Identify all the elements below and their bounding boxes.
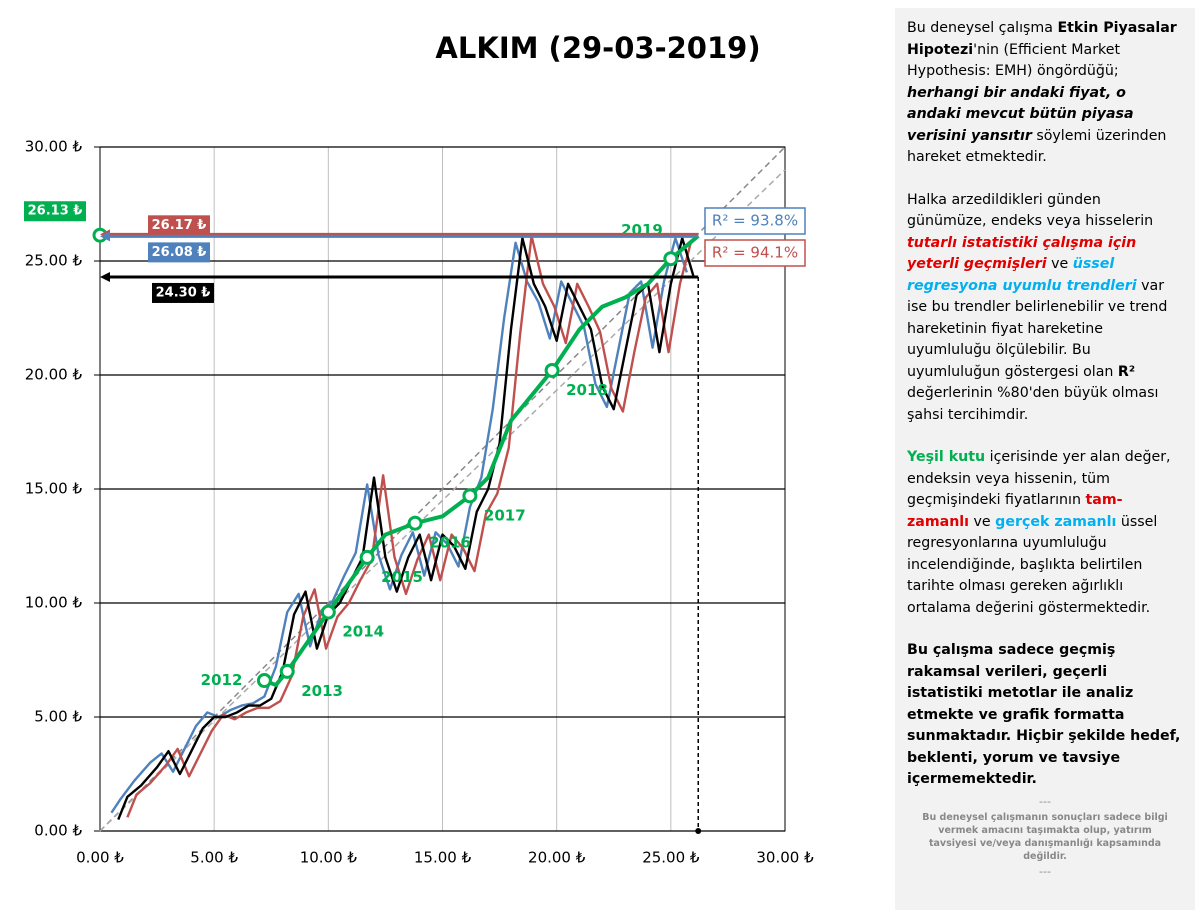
year-marker bbox=[663, 251, 679, 267]
text-run: 'nin (Efficient Market Hypothesis: EMH) … bbox=[907, 41, 1121, 80]
year-marker bbox=[256, 673, 272, 689]
x-tick-label: 10.00 ₺ bbox=[300, 849, 358, 867]
series-line bbox=[126, 234, 693, 818]
year-marker bbox=[359, 549, 375, 565]
y-tick-label: 30.00 ₺ bbox=[25, 138, 83, 156]
series-line bbox=[110, 237, 688, 814]
text-run: Yeşil kutu bbox=[907, 449, 986, 465]
year-label: 2013 bbox=[301, 682, 343, 700]
text-run: Etkin Piyasalar Hipotezi bbox=[907, 20, 1177, 58]
year-marker bbox=[407, 515, 423, 531]
text-run: söylemi üzerinden hareket etmektedir. bbox=[907, 127, 1167, 166]
y-tick-label: 5.00 ₺ bbox=[34, 708, 82, 726]
y-tick-label: 0.00 ₺ bbox=[34, 822, 82, 840]
text-run: Bu deneysel çalışma bbox=[907, 20, 1058, 36]
r2-label: R² = 93.8% bbox=[712, 212, 798, 230]
text-run: değerlerinin %80'den büyük olması şahsi … bbox=[907, 385, 1159, 423]
text-run: R² bbox=[1117, 363, 1136, 380]
plot-frame bbox=[99, 146, 786, 832]
text-run: var ise bu trendler belirlenebilir ve tr… bbox=[907, 277, 1168, 380]
year-marker bbox=[320, 604, 336, 620]
year-label: 2015 bbox=[381, 568, 423, 586]
year-marker bbox=[544, 362, 560, 378]
value-label: 26.08 ₺ bbox=[152, 245, 207, 260]
x-tick-label: 0.00 ₺ bbox=[76, 849, 124, 867]
value-box bbox=[152, 282, 214, 303]
year-marker bbox=[279, 663, 295, 679]
y-tick-label: 25.00 ₺ bbox=[25, 252, 83, 270]
paragraph: Halka arzedildikleri günden günümüze, en… bbox=[907, 190, 1183, 427]
separator: --- bbox=[1039, 794, 1051, 808]
text-run: herhangi bir andaki fiyat, o andaki mevc… bbox=[907, 84, 1134, 144]
separator: --- bbox=[1039, 864, 1051, 878]
series-line bbox=[263, 234, 700, 688]
year-label: 2016 bbox=[429, 534, 471, 552]
year-label: 2014 bbox=[342, 623, 384, 641]
text-run: gerçek zamanlı bbox=[995, 513, 1117, 530]
value-box bbox=[148, 215, 210, 236]
x-tick-label: 15.00 ₺ bbox=[414, 849, 472, 867]
value-label: 26.17 ₺ bbox=[152, 218, 207, 233]
v-line-end bbox=[695, 828, 702, 834]
year-label: 2012 bbox=[201, 671, 243, 689]
chart: ALKIM (29-03-2019) 0.00 ₺ 5.00 ₺ 10.00 ₺ 15… bbox=[24, 31, 814, 867]
value-label: 24.30 ₺ bbox=[156, 285, 211, 300]
r2-box bbox=[704, 239, 806, 267]
value-box bbox=[148, 242, 210, 263]
x-tick-label: 30.00 ₺ bbox=[756, 849, 814, 867]
text-run: üssel regresyona uyumlu trendleri bbox=[907, 256, 1137, 294]
text-run: Halka arzedildikleri günden günümüze, en… bbox=[907, 191, 1154, 230]
value-label: 26.13 ₺ bbox=[28, 204, 83, 219]
text-run: tutarlı istatistiki çalışma için yeterli… bbox=[907, 234, 1137, 273]
disclaimer: Bu deneysel çalışmanın sonuçları sadece … bbox=[922, 811, 1168, 862]
series-line bbox=[117, 237, 695, 821]
arrow-head bbox=[100, 271, 110, 282]
year-marker bbox=[462, 488, 478, 504]
text-run: ve bbox=[1046, 256, 1073, 272]
year-label: 2017 bbox=[484, 506, 526, 524]
arrow-head bbox=[100, 231, 110, 242]
r2-box bbox=[704, 207, 806, 235]
info-panel: Bu deneysel çalışma Etkin Piyasalar Hipo… bbox=[895, 8, 1195, 910]
text-run: Bu çalışma sadece geçmiş rakamsal verile… bbox=[907, 642, 1181, 787]
y-tick-label: 20.00 ₺ bbox=[25, 366, 83, 384]
paragraph: Bu çalışma sadece geçmiş rakamsal verile… bbox=[907, 640, 1183, 791]
paragraph: Yeşil kutu içerisinde yer alan değer, en… bbox=[907, 447, 1183, 619]
r2-label: R² = 94.1% bbox=[712, 244, 798, 262]
y-tick-label: 15.00 ₺ bbox=[25, 480, 83, 498]
value-box bbox=[24, 201, 86, 222]
text-run: içerisinde yer alan değer, endeksin veya… bbox=[907, 449, 1171, 508]
text-run: üssel regresyonlarına uyumluluğu incelen… bbox=[907, 513, 1158, 616]
paragraph: Bu deneysel çalışma Etkin Piyasalar Hipo… bbox=[907, 18, 1183, 169]
text-run: ve bbox=[969, 513, 996, 530]
y-tick-label: 10.00 ₺ bbox=[25, 594, 83, 612]
x-tick-label: 20.00 ₺ bbox=[528, 849, 586, 867]
x-tick-label: 25.00 ₺ bbox=[642, 849, 700, 867]
x-tick-label: 5.00 ₺ bbox=[190, 849, 238, 867]
text-run: tam-zamanlı bbox=[907, 492, 1123, 530]
chart-title: ALKIM (29-03-2019) bbox=[435, 31, 760, 65]
year-label: 2018 bbox=[566, 381, 608, 399]
